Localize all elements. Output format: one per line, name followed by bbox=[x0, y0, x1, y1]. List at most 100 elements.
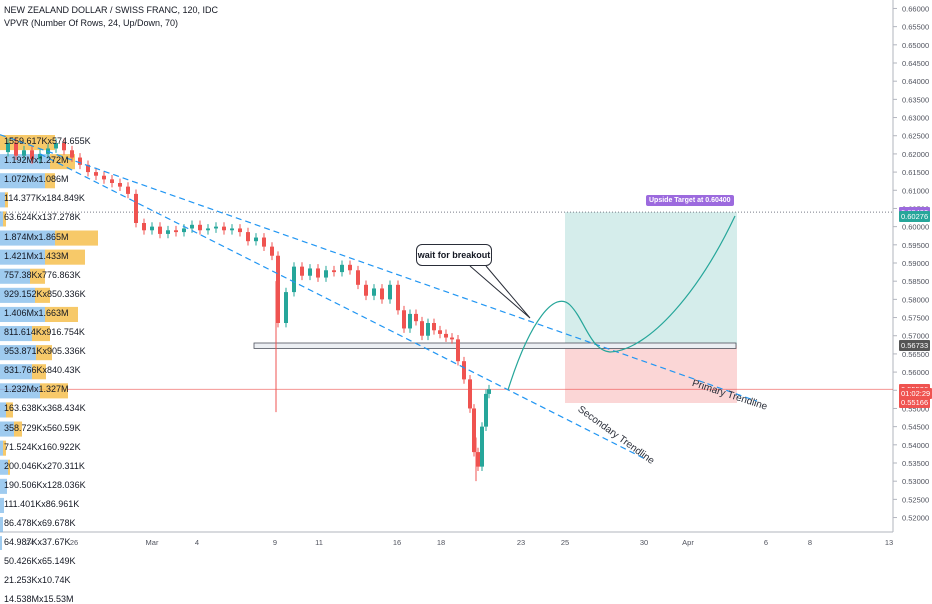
vp-down-bar bbox=[36, 345, 52, 361]
y-tick-label: 0.56500 bbox=[902, 350, 929, 359]
candle-body bbox=[480, 426, 484, 467]
vp-up-bar bbox=[0, 497, 4, 513]
y-tick-label: 0.59500 bbox=[902, 241, 929, 250]
vp-row-label: 50.426Kx65.149K bbox=[4, 556, 76, 567]
vp-row-label: 14.538Mx15.53M bbox=[4, 594, 74, 604]
vp-row-label: 71.524Kx160.922K bbox=[4, 441, 81, 452]
candle-body bbox=[14, 143, 18, 156]
vp-up-bar bbox=[0, 364, 32, 380]
y-tick-label: 0.59000 bbox=[902, 259, 929, 268]
vp-up-bar bbox=[0, 249, 45, 265]
vp-row-label: 86.478Kx69.678K bbox=[4, 518, 76, 528]
candle-body bbox=[62, 143, 66, 151]
candle-body bbox=[487, 389, 491, 394]
candle-body bbox=[402, 310, 406, 329]
indicator-title: VPVR (Number Of Rows, 24, Up/Down, 70) bbox=[4, 18, 179, 28]
x-tick-label: 26 bbox=[70, 538, 78, 547]
candle-body bbox=[118, 183, 122, 187]
candle-body bbox=[420, 321, 424, 336]
vp-row-label: 953.871Kx905.336K bbox=[4, 346, 86, 357]
candle-body bbox=[372, 288, 376, 296]
symbol-title: NEW ZEALAND DOLLAR / SWISS FRANC, 120, I… bbox=[4, 5, 219, 15]
candle-body bbox=[150, 226, 154, 231]
y-tick-label: 0.57500 bbox=[902, 314, 929, 323]
vp-up-bar bbox=[0, 173, 45, 189]
candle-body bbox=[102, 175, 106, 180]
candle-body bbox=[86, 164, 90, 173]
candle-body bbox=[270, 246, 274, 256]
vp-row-label: 757.38Kx776.863K bbox=[4, 269, 81, 280]
vp-row-label: 21.253Kx10.74K bbox=[4, 575, 71, 586]
vp-up-bar bbox=[0, 402, 6, 418]
breakout-callout[interactable]: wait for breakout bbox=[416, 244, 492, 266]
vp-up-bar bbox=[0, 230, 55, 246]
candle-body bbox=[414, 313, 418, 322]
vp-row-label: 929.152Kx850.336K bbox=[4, 288, 86, 299]
vp-down-bar bbox=[32, 364, 46, 380]
vp-up-bar bbox=[0, 517, 3, 533]
vp-up-bar bbox=[0, 345, 36, 361]
y-tick-label: 0.58500 bbox=[902, 277, 929, 286]
vp-up-bar bbox=[0, 268, 30, 284]
vp-up-bar bbox=[0, 154, 50, 170]
candle-body bbox=[332, 270, 336, 273]
vp-down-bar bbox=[30, 268, 45, 284]
candle-body bbox=[214, 226, 218, 229]
vp-up-bar bbox=[0, 383, 40, 399]
x-tick-label: 16 bbox=[393, 538, 401, 547]
vp-row-label: 1.232Mx1.327M bbox=[4, 384, 69, 395]
candle-body bbox=[300, 266, 304, 276]
vp-down-bar bbox=[55, 230, 98, 246]
y-tick-label: 0.63000 bbox=[902, 114, 929, 123]
y-tick-label: 0.61000 bbox=[902, 186, 929, 195]
vp-row-label: 114.377Kx184.849K bbox=[4, 193, 85, 204]
candle-body bbox=[462, 361, 466, 380]
vp-up-bar bbox=[0, 306, 45, 322]
candle-body bbox=[438, 330, 442, 334]
vp-up-bar bbox=[0, 287, 35, 303]
x-tick-label: 25 bbox=[561, 538, 569, 547]
x-tick-label: 13 bbox=[885, 538, 893, 547]
candle-body bbox=[292, 266, 296, 293]
vp-up-bar bbox=[0, 536, 2, 550]
price-tag: 0.60276 bbox=[899, 211, 931, 223]
vp-row-label: 1.406Mx1.663M bbox=[4, 307, 69, 318]
candle-body bbox=[408, 313, 412, 329]
candle-body bbox=[316, 268, 320, 278]
vp-row-label: 111.401Kx86.961K bbox=[4, 498, 80, 509]
candle-body bbox=[222, 226, 226, 231]
vp-row-label: 811.614Kx916.754K bbox=[4, 327, 85, 337]
candle-body bbox=[356, 270, 360, 285]
candle-body bbox=[22, 150, 26, 156]
candle-body bbox=[432, 323, 436, 331]
candle-body bbox=[54, 143, 58, 149]
candle-body bbox=[476, 452, 480, 467]
y-tick-label: 0.64500 bbox=[902, 59, 929, 68]
candle-body bbox=[380, 288, 384, 300]
candle-body bbox=[30, 150, 34, 160]
upside-target-badge: Upside Target at 0.60400 bbox=[646, 195, 734, 206]
candle-body bbox=[284, 292, 288, 323]
y-tick-label: 0.65000 bbox=[902, 41, 929, 50]
vp-down-bar bbox=[3, 211, 6, 227]
y-tick-label: 0.61500 bbox=[902, 168, 929, 177]
price-chart[interactable]: 0.66000 0.65500 0.65000 0.64500 0.64000 0.635… bbox=[0, 0, 932, 550]
vp-down-bar bbox=[32, 326, 50, 342]
loss-zone bbox=[565, 345, 737, 403]
vp-down-bar bbox=[0, 135, 55, 151]
y-tick-label: 0.52000 bbox=[902, 514, 929, 523]
vp-up-bar bbox=[0, 326, 32, 342]
candle-body bbox=[38, 153, 42, 160]
candle-body bbox=[198, 224, 202, 231]
y-tick-label: 0.64000 bbox=[902, 77, 929, 86]
y-tick-label: 0.53500 bbox=[902, 459, 929, 468]
candle-body bbox=[238, 228, 242, 233]
vp-row-label: 358.729Kx560.59K bbox=[4, 422, 81, 433]
candle-body bbox=[396, 284, 400, 311]
price-tag: 0.55166 bbox=[899, 396, 931, 408]
vp-row-label: 1559.617Kx574.655K bbox=[4, 136, 91, 146]
candle-body bbox=[340, 264, 344, 273]
y-tick-label: 0.66000 bbox=[902, 4, 929, 13]
x-tick-label: 6 bbox=[764, 538, 768, 547]
vp-row-label: 64.987Kx37.67K bbox=[4, 537, 71, 548]
